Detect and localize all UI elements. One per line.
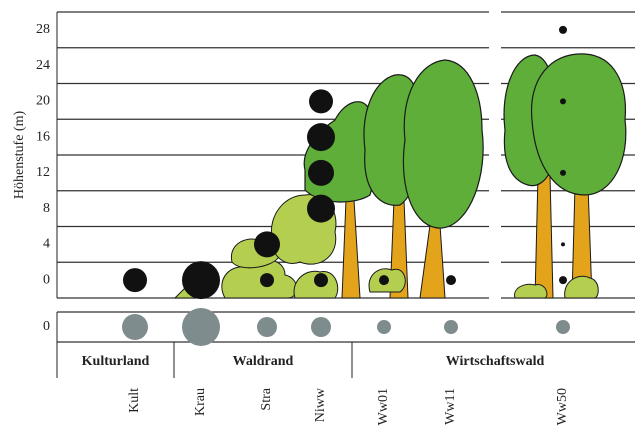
x-tick-label: Ww01 bbox=[376, 388, 391, 425]
y-tick-label: 12 bbox=[36, 165, 50, 180]
point bbox=[308, 159, 334, 186]
point bbox=[560, 169, 566, 176]
y-tick-label: 16 bbox=[36, 129, 50, 144]
y-axis-label: Höhenstufe (m) bbox=[12, 111, 27, 200]
y-tick-label: 24 bbox=[36, 58, 50, 73]
point bbox=[307, 194, 335, 223]
group-label: Kulturland bbox=[82, 354, 150, 369]
ground-point bbox=[257, 317, 277, 337]
point bbox=[561, 242, 565, 247]
group-label: Wirtschaftswald bbox=[446, 354, 545, 369]
ground-point bbox=[556, 320, 570, 334]
point bbox=[307, 123, 335, 152]
point bbox=[309, 89, 333, 114]
point bbox=[560, 98, 566, 105]
point bbox=[446, 275, 456, 286]
y-tick-label: 20 bbox=[36, 94, 50, 109]
x-tick-label: Stra bbox=[259, 387, 274, 410]
ground-point bbox=[122, 314, 148, 340]
group-label: Waldrand bbox=[233, 354, 294, 369]
x-tick-label: Niww bbox=[313, 387, 328, 422]
y-tick-label: 4 bbox=[43, 237, 50, 252]
ground-point bbox=[377, 320, 391, 334]
point bbox=[123, 268, 147, 293]
ground-point bbox=[311, 317, 331, 337]
point bbox=[559, 25, 567, 34]
x-tick-label: Ww11 bbox=[443, 388, 458, 425]
axis-break bbox=[489, 0, 501, 380]
point bbox=[254, 231, 280, 258]
point bbox=[379, 275, 389, 286]
x-tick-label: Kult bbox=[127, 388, 142, 413]
point bbox=[260, 273, 274, 288]
y-tick-label: 28 bbox=[36, 22, 50, 37]
point bbox=[182, 261, 220, 300]
y-tick-label: 8 bbox=[43, 201, 50, 216]
ground-point bbox=[182, 308, 220, 346]
point bbox=[314, 273, 328, 288]
point bbox=[559, 276, 567, 285]
y-tick-label: 0 bbox=[43, 272, 50, 287]
ground-tick-label: 0 bbox=[43, 319, 50, 334]
x-tick-label: Ww50 bbox=[555, 388, 570, 425]
ground-point bbox=[444, 320, 458, 334]
x-tick-label: Krau bbox=[193, 388, 208, 416]
forest-illustration bbox=[173, 53, 627, 299]
